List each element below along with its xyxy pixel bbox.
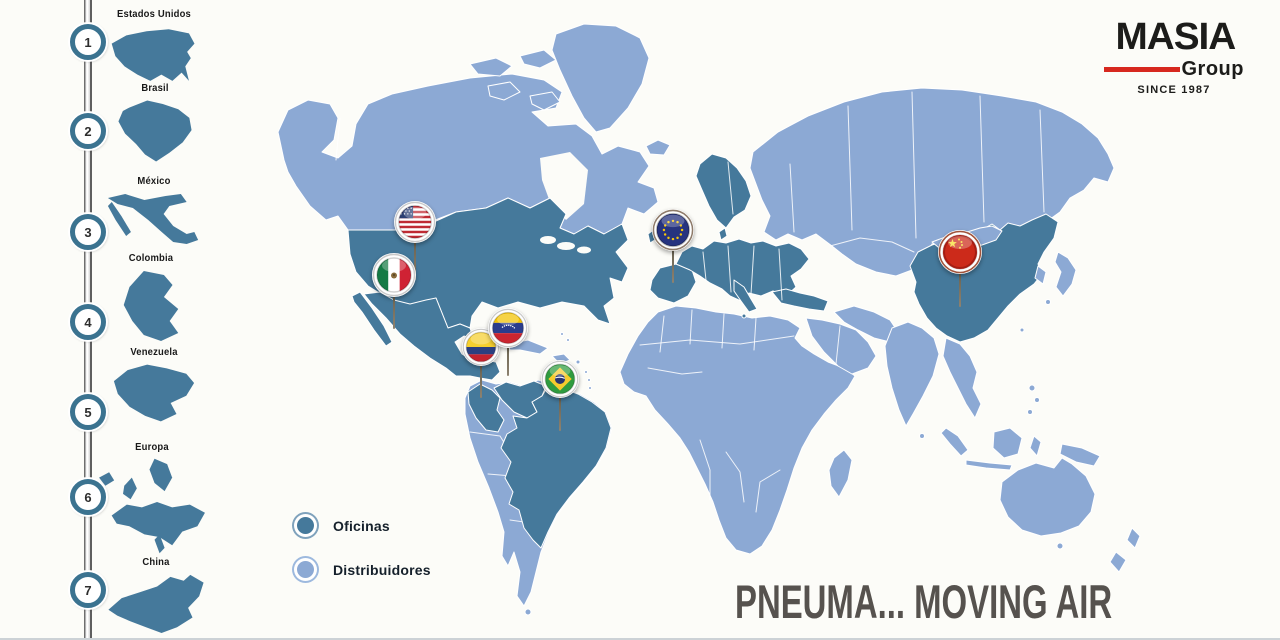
- node-number: 4: [84, 314, 92, 330]
- map-sicily: [741, 313, 747, 319]
- venezuela-silhouette-icon: [113, 364, 195, 422]
- map-colombia: [467, 383, 505, 433]
- sidebar-item-label: China: [142, 556, 170, 568]
- pin-stick: [392, 275, 396, 329]
- map-greenland: [551, 23, 650, 133]
- sidebar-item-venezuela: Venezuela: [110, 346, 198, 425]
- sidebar-item-label: México: [137, 175, 171, 187]
- map-scandinavia: [695, 153, 752, 229]
- us-flag-icon: [394, 201, 436, 243]
- map-pin-venezuela[interactable]: [488, 308, 528, 376]
- pin-stick: [558, 379, 562, 431]
- map-pin-mexico[interactable]: [372, 253, 416, 329]
- sidebar-item-label: Estados Unidos: [117, 8, 191, 20]
- legend-item-oficinas: Oficinas: [292, 512, 431, 539]
- sidebar-item-label: Brasil: [141, 82, 169, 94]
- china-silhouette-icon: [108, 574, 204, 634]
- masia-group-logo: MASIA Group SINCE 1987: [1104, 18, 1244, 96]
- map-tierra-del-fuego: [524, 608, 532, 616]
- node-number: 5: [84, 404, 92, 420]
- sidebar-item-mexico: México: [106, 175, 202, 248]
- eu-flag-icon: [652, 209, 694, 251]
- legend-label: Distribuidores: [333, 561, 431, 578]
- logo-title: MASIA: [1115, 16, 1236, 58]
- map-east-asia-islands: [1019, 251, 1077, 415]
- sidebar-node-7: 7: [70, 572, 106, 608]
- node-number: 6: [84, 489, 92, 505]
- legend-item-distribuidores: Distribuidores: [292, 556, 431, 583]
- map-africa: [619, 305, 856, 555]
- logo-red-line: [1104, 67, 1180, 72]
- tagline: PNEUMA... MOVING AIR: [735, 575, 1113, 628]
- node-number: 1: [84, 34, 92, 50]
- mexico-flag-icon: [372, 253, 416, 297]
- distributor-dot-icon: [297, 561, 314, 578]
- map-tasmania: [1056, 542, 1064, 550]
- node-number: 7: [84, 582, 92, 598]
- map-australia: [999, 457, 1096, 537]
- pin-stick: [413, 222, 417, 280]
- node-number: 2: [84, 123, 92, 139]
- mexico-silhouette-icon: [107, 194, 199, 244]
- sidebar-item-label: Venezuela: [130, 346, 178, 358]
- map-se-asia: [942, 337, 982, 419]
- colombia-silhouette-icon: [123, 271, 179, 341]
- china-flag-icon: [938, 230, 982, 274]
- sidebar-node-3: 3: [70, 214, 106, 250]
- sidebar-item-label: Europa: [135, 441, 169, 453]
- sidebar-item-china: China: [104, 556, 208, 635]
- legend: Oficinas Distribuidores: [292, 512, 431, 600]
- logo-since: SINCE 1987: [1137, 84, 1211, 96]
- pin-stick: [506, 328, 510, 376]
- sidebar-node-5: 5: [70, 394, 106, 430]
- map-brazil: [500, 385, 612, 549]
- map-madagascar: [828, 449, 853, 498]
- pin-stick: [479, 347, 483, 398]
- office-dot-icon: [297, 517, 314, 534]
- node-number: 3: [84, 224, 92, 240]
- pin-stick: [958, 252, 962, 307]
- map-pin-brasil[interactable]: [541, 360, 579, 431]
- venezuela-flag-icon: [488, 308, 528, 348]
- logo-subtitle: Group: [1181, 58, 1244, 80]
- map-europe-mainland: [675, 238, 810, 302]
- map-great-lakes: [540, 236, 591, 254]
- map-iberia: [649, 263, 697, 304]
- brazil-silhouette-icon: [118, 100, 192, 162]
- sidebar-item-colombia: Colombia: [118, 252, 184, 345]
- map-india: [884, 321, 940, 427]
- map-denmark: [718, 227, 728, 241]
- sidebar-item-europa: Europa: [94, 441, 210, 556]
- map-balkans-turkey: [771, 288, 829, 312]
- sidebar-item-label: Colombia: [128, 252, 174, 264]
- sidebar-node-2: 2: [70, 113, 106, 149]
- usa-silhouette-icon: [111, 29, 195, 81]
- map-indonesia: [940, 427, 1101, 471]
- legend-label: Oficinas: [333, 517, 390, 534]
- sidebar-item-estados-unidos: Estados Unidos: [108, 8, 200, 85]
- sidebar-node-1: 1: [70, 24, 106, 60]
- map-pin-china[interactable]: [938, 230, 982, 307]
- pin-stick: [671, 230, 675, 283]
- map-pin-europa[interactable]: [652, 209, 694, 283]
- europe-silhouette-icon: [99, 458, 205, 554]
- map-sri-lanka: [919, 433, 925, 439]
- map-arctic-islands: [469, 49, 561, 111]
- map-middle-east: [805, 317, 877, 375]
- sidebar-node-6: 6: [70, 479, 106, 515]
- map-mexico-baja: [351, 291, 393, 347]
- bottom-divider: [0, 638, 1280, 640]
- brazil-flag-icon: [541, 360, 579, 398]
- map-iceland: [645, 139, 671, 156]
- sidebar-node-4: 4: [70, 304, 106, 340]
- sidebar-item-brasil: Brasil: [114, 82, 196, 165]
- map-italy: [733, 279, 758, 313]
- map-pin-estados-unidos[interactable]: [394, 201, 436, 280]
- map-new-zealand: [1109, 527, 1141, 573]
